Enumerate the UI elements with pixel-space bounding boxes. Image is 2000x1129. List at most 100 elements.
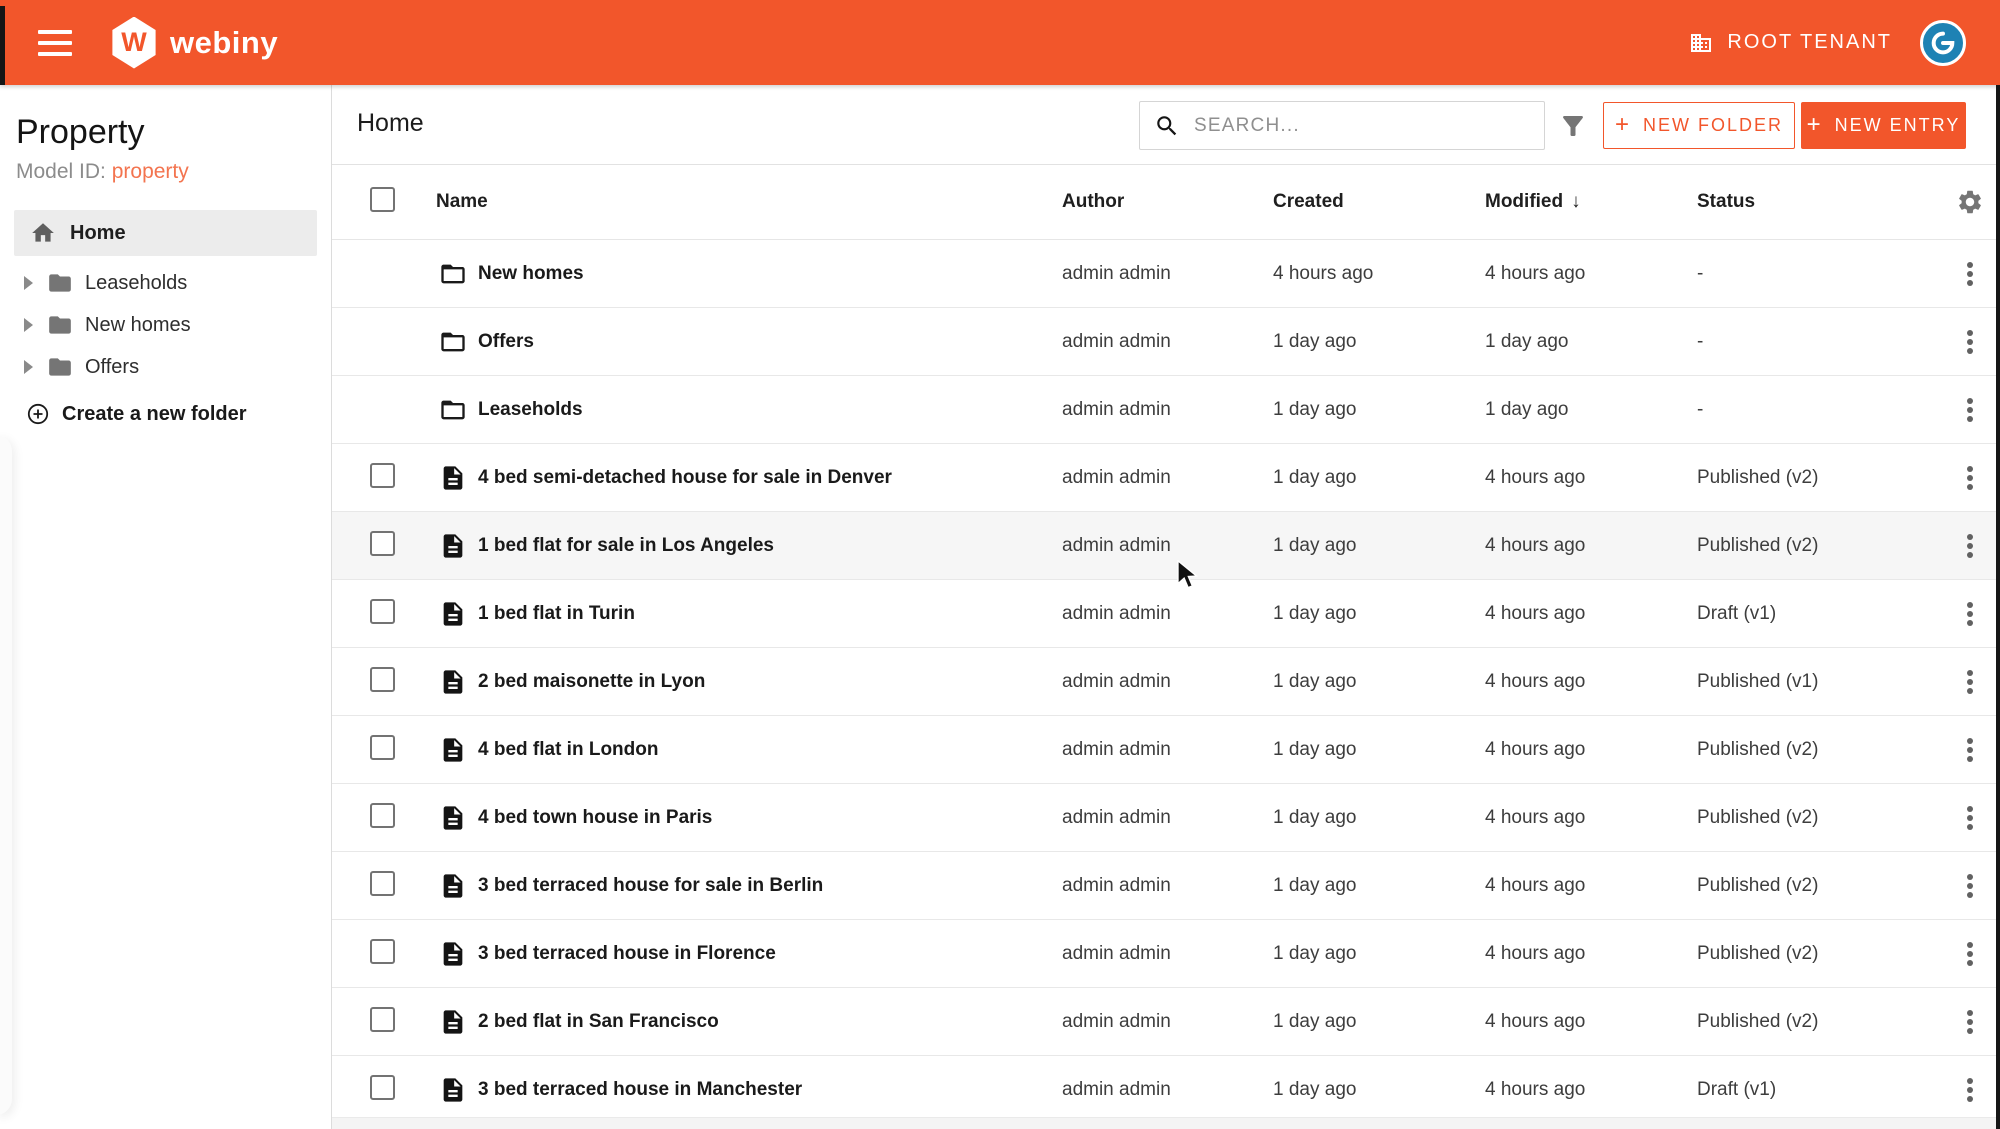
row-checkbox[interactable] <box>370 802 395 828</box>
caret-right-icon[interactable] <box>24 276 33 290</box>
row-modified: 4 hours ago <box>1485 534 1586 556</box>
tenant-label: ROOT TENANT <box>1727 31 1892 53</box>
table-row[interactable]: 4 bed town house in Paris admin admin 1 … <box>332 784 2000 852</box>
row-name[interactable]: Leaseholds <box>478 398 583 420</box>
row-name[interactable]: 4 bed semi-detached house for sale in De… <box>478 466 892 488</box>
search-input[interactable] <box>1194 114 1494 137</box>
sidebar-item-home[interactable]: Home <box>14 210 317 256</box>
row-actions-kebab-icon[interactable] <box>1967 338 1973 345</box>
row-checkbox[interactable] <box>370 598 395 624</box>
table-row[interactable]: 4 bed flat in London admin admin 1 day a… <box>332 716 2000 784</box>
row-name[interactable]: 3 bed terraced house for sale in Berlin <box>478 874 824 896</box>
column-header-created[interactable]: Created <box>1273 191 1344 212</box>
row-actions-kebab-icon[interactable] <box>1967 1086 1973 1093</box>
sidebar-folder-item[interactable]: Leaseholds <box>0 262 331 304</box>
row-actions-kebab-icon[interactable] <box>1967 746 1973 753</box>
column-header-author[interactable]: Author <box>1062 191 1125 212</box>
row-name[interactable]: 3 bed terraced house in Florence <box>478 942 776 964</box>
create-folder-label: Create a new folder <box>62 402 247 425</box>
row-modified: 4 hours ago <box>1485 602 1586 624</box>
table-row[interactable]: 2 bed maisonette in Lyon admin admin 1 d… <box>332 648 2000 716</box>
row-checkbox[interactable] <box>370 1006 395 1032</box>
row-checkbox[interactable] <box>370 462 395 488</box>
row-actions-kebab-icon[interactable] <box>1967 882 1973 889</box>
sidebar-folder-item[interactable]: New homes <box>0 304 331 346</box>
table-row[interactable]: New homes admin admin 4 hours ago 4 hour… <box>332 240 2000 308</box>
row-modified: 4 hours ago <box>1485 874 1586 896</box>
row-checkbox[interactable] <box>370 666 395 692</box>
row-actions-kebab-icon[interactable] <box>1967 1018 1973 1025</box>
row-actions-kebab-icon[interactable] <box>1967 406 1973 413</box>
table-row[interactable]: Offers admin admin 1 day ago 1 day ago - <box>332 308 2000 376</box>
row-actions-kebab-icon[interactable] <box>1967 610 1973 617</box>
hamburger-menu-button[interactable] <box>38 29 72 56</box>
row-actions-kebab-icon[interactable] <box>1967 270 1973 277</box>
table-settings-button[interactable] <box>1940 188 2000 216</box>
row-actions-kebab-icon[interactable] <box>1967 950 1973 957</box>
new-folder-button[interactable]: + NEW FOLDER <box>1603 102 1795 149</box>
sidebar-folder-item[interactable]: Offers <box>0 346 331 388</box>
table-row[interactable]: 3 bed terraced house in Florence admin a… <box>332 920 2000 988</box>
row-created: 1 day ago <box>1273 942 1357 964</box>
caret-right-icon[interactable] <box>24 360 33 374</box>
row-modified: 4 hours ago <box>1485 942 1586 964</box>
row-created: 1 day ago <box>1273 806 1357 828</box>
row-name[interactable]: Offers <box>478 330 534 352</box>
row-name[interactable]: 4 bed flat in London <box>478 738 659 760</box>
table-row[interactable]: 3 bed terraced house in Manchester admin… <box>332 1056 2000 1124</box>
row-created: 1 day ago <box>1273 398 1357 420</box>
table-row[interactable]: 4 bed semi-detached house for sale in De… <box>332 444 2000 512</box>
row-modified: 1 day ago <box>1485 398 1569 420</box>
document-icon <box>439 668 467 696</box>
row-name[interactable]: 1 bed flat for sale in Los Angeles <box>478 534 774 556</box>
table-row[interactable]: 1 bed flat for sale in Los Angeles admin… <box>332 512 2000 580</box>
row-actions-kebab-icon[interactable] <box>1967 474 1973 481</box>
caret-right-icon[interactable] <box>24 318 33 332</box>
row-created: 1 day ago <box>1273 1010 1357 1032</box>
folder-icon <box>439 396 467 424</box>
row-name[interactable]: 2 bed flat in San Francisco <box>478 1010 719 1032</box>
row-created: 1 day ago <box>1273 602 1357 624</box>
webiny-logo[interactable]: W webiny <box>110 16 278 69</box>
folder-icon <box>439 260 467 288</box>
row-actions-kebab-icon[interactable] <box>1967 678 1973 685</box>
vertical-scrollbar[interactable] <box>1996 85 2000 1129</box>
column-header-name[interactable]: Name <box>436 191 488 212</box>
row-checkbox[interactable] <box>370 938 395 964</box>
select-all-checkbox[interactable] <box>370 187 395 212</box>
row-name[interactable]: 2 bed maisonette in Lyon <box>478 670 706 692</box>
row-checkbox[interactable] <box>370 1074 395 1100</box>
document-icon <box>439 1008 467 1036</box>
new-entry-button[interactable]: + NEW ENTRY <box>1801 102 1966 149</box>
row-author: admin admin <box>1062 1078 1171 1100</box>
row-checkbox[interactable] <box>370 734 395 760</box>
table-row[interactable]: 3 bed terraced house for sale in Berlin … <box>332 852 2000 920</box>
row-name[interactable]: 4 bed town house in Paris <box>478 806 713 828</box>
row-modified: 1 day ago <box>1485 330 1569 352</box>
search-box <box>1139 101 1545 150</box>
table-row[interactable]: 1 bed flat in Turin admin admin 1 day ag… <box>332 580 2000 648</box>
create-folder-button[interactable]: Create a new folder <box>0 402 331 426</box>
webiny-hexagon-icon: W <box>112 16 156 69</box>
row-actions-kebab-icon[interactable] <box>1967 814 1973 821</box>
row-name[interactable]: 3 bed terraced house in Manchester <box>478 1078 803 1100</box>
column-header-modified[interactable]: Modified ↓ <box>1485 191 1581 212</box>
row-modified: 4 hours ago <box>1485 670 1586 692</box>
row-name[interactable]: 1 bed flat in Turin <box>478 602 635 624</box>
user-avatar[interactable] <box>1920 19 1966 66</box>
row-author: admin admin <box>1062 1010 1171 1032</box>
row-checkbox[interactable] <box>370 870 395 896</box>
column-header-status[interactable]: Status <box>1697 191 1756 212</box>
model-title: Property <box>16 113 145 151</box>
sidebar-home-label: Home <box>70 221 126 244</box>
table-row[interactable]: Leaseholds admin admin 1 day ago 1 day a… <box>332 376 2000 444</box>
row-name[interactable]: New homes <box>478 262 584 284</box>
folder-icon <box>47 270 73 296</box>
table-row[interactable]: 2 bed flat in San Francisco admin admin … <box>332 988 2000 1056</box>
filter-icon[interactable] <box>1558 111 1588 141</box>
row-status: Draft (v1) <box>1697 1078 1777 1100</box>
tenant-selector[interactable]: ROOT TENANT <box>1689 31 1892 55</box>
row-checkbox[interactable] <box>370 530 395 556</box>
row-actions-kebab-icon[interactable] <box>1967 542 1973 549</box>
